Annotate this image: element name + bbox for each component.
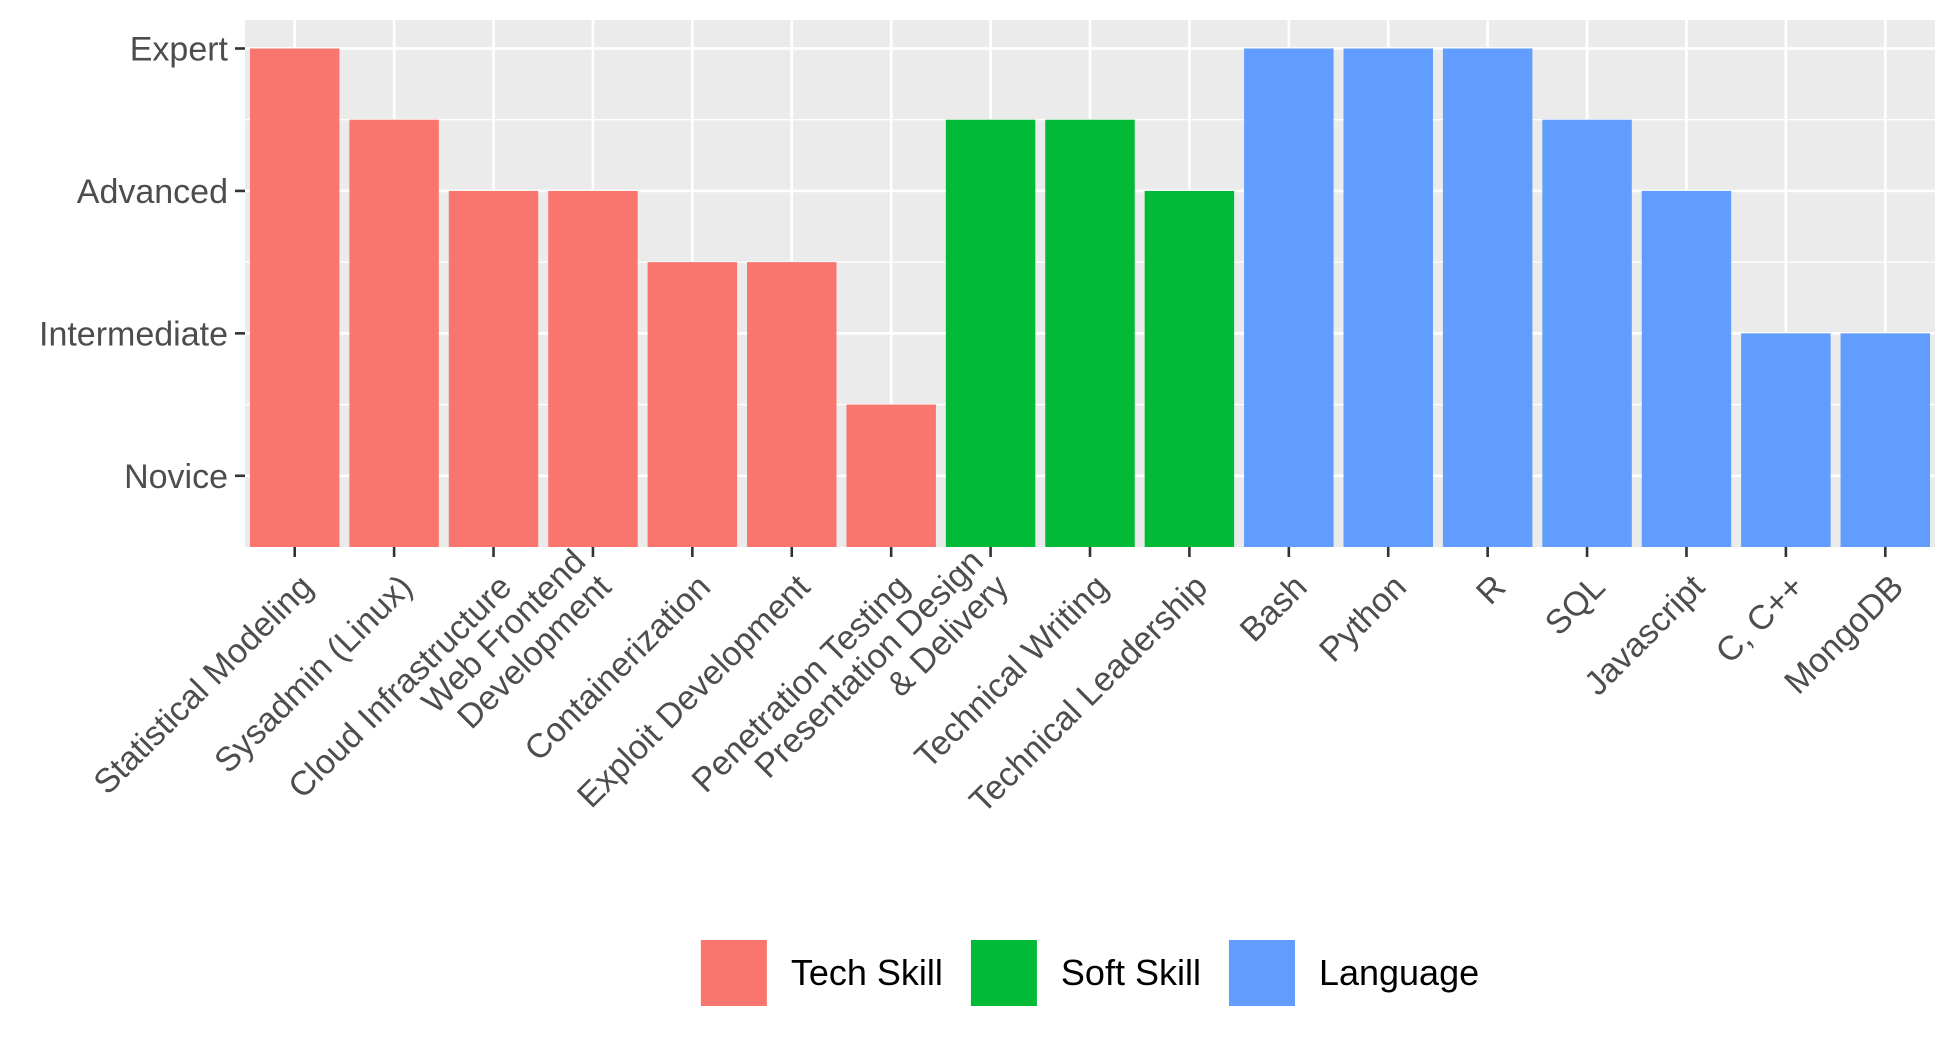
- bar-5: [647, 262, 738, 547]
- bar-15: [1641, 190, 1732, 547]
- x-tick-label: R: [1469, 568, 1513, 612]
- bar-6: [747, 262, 837, 547]
- bar-12: [1343, 48, 1433, 548]
- bar-14: [1542, 119, 1632, 548]
- legend-label-2: Soft Skill: [1061, 952, 1201, 993]
- legend-label-3: Language: [1319, 952, 1479, 993]
- y-tick-label: Novice: [124, 458, 228, 496]
- legend-label-1: Tech Skill: [791, 952, 943, 993]
- bar-3: [448, 190, 539, 547]
- x-tick-label: Bash: [1233, 568, 1315, 650]
- bar-13: [1442, 48, 1533, 548]
- bar-1: [249, 48, 340, 548]
- bar-16: [1741, 333, 1831, 547]
- bar-11: [1244, 48, 1334, 548]
- bar-10: [1144, 190, 1235, 547]
- legend-swatch-1: [700, 940, 767, 1006]
- y-tick-label: Expert: [130, 30, 229, 68]
- x-tick-label: SQL: [1538, 568, 1613, 643]
- y-tick-label: Intermediate: [39, 315, 228, 353]
- legend-swatch-3: [1228, 940, 1295, 1006]
- bar-9: [1045, 119, 1135, 548]
- bar-8: [945, 119, 1036, 548]
- legend-swatch-2: [970, 940, 1037, 1006]
- bar-2: [349, 119, 439, 548]
- y-tick-label: Advanced: [77, 173, 228, 211]
- x-tick-label: Python: [1312, 568, 1414, 670]
- bar-7: [846, 404, 936, 547]
- bar-4: [548, 190, 638, 547]
- bar-17: [1840, 333, 1931, 547]
